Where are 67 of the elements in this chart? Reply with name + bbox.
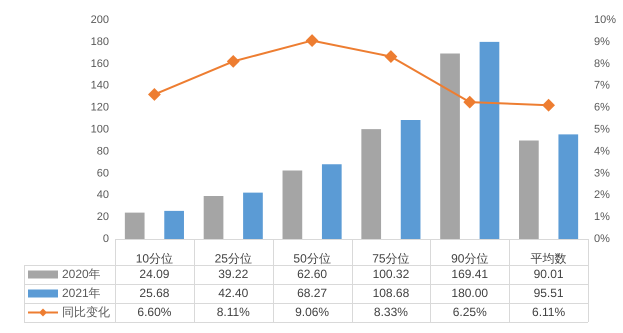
y2-tick-label: 4% [594, 145, 610, 158]
y-tick-label: 120 [90, 102, 109, 114]
bar [243, 192, 263, 239]
y-tick-label: 0 [102, 233, 109, 246]
data-label: 9.06% [295, 304, 330, 319]
data-label: 6.11% [532, 304, 566, 319]
data-label: 100.32 [372, 266, 410, 281]
y2-tick-label: 9% [594, 36, 610, 48]
y2-tick-label: 5% [594, 124, 610, 136]
data-label: 90.01 [534, 266, 564, 281]
y-tick-label: 160 [90, 58, 109, 70]
y-tick-label: 60 [96, 167, 109, 180]
point [384, 50, 397, 63]
bar [204, 196, 224, 239]
data-label: 8.11% [216, 304, 250, 319]
y-tick-label: 200 [90, 14, 109, 26]
bar [440, 53, 460, 239]
point [148, 88, 160, 100]
x-tick-label: 50分位 [293, 252, 331, 266]
y2-tick-label: 2% [594, 189, 610, 202]
data-label: 39.22 [218, 266, 249, 281]
x-tick-label: 90分位 [451, 252, 488, 266]
y-tick-label: 40 [96, 189, 109, 202]
y2-tick-label: 3% [594, 167, 610, 180]
data-label: 24.09 [139, 266, 170, 281]
data-label: 6.25% [452, 304, 488, 319]
bar [558, 134, 578, 239]
bar [164, 210, 184, 239]
bar [519, 140, 539, 239]
data-label: 42.40 [218, 286, 249, 300]
data-label: 180.00 [451, 286, 488, 300]
legend-label: 2021年 [62, 286, 101, 300]
point [227, 55, 240, 68]
y2-tick-label: 7% [594, 80, 610, 92]
bar [124, 212, 145, 239]
data-label: 6.60% [137, 304, 172, 319]
y-tick-label: 140 [90, 80, 109, 92]
y2-tick-label: 0% [594, 233, 610, 246]
x-tick-label: 10分位 [136, 252, 174, 266]
data-label: 95.51 [534, 286, 564, 300]
legend-label: 同比变化 [62, 304, 110, 319]
y-tick-label: 100 [90, 124, 109, 136]
point [306, 34, 318, 47]
bar [361, 129, 382, 239]
x-tick-label: 75分位 [372, 252, 410, 266]
y-tick-label: 80 [96, 145, 109, 158]
data-label: 25.68 [139, 286, 170, 300]
point [464, 96, 476, 108]
data-label: 108.68 [372, 286, 410, 300]
y2-tick-label: 10% [594, 14, 616, 26]
bar [480, 42, 500, 239]
x-tick-label: 平均数 [530, 252, 567, 266]
y2-tick-label: 8% [594, 58, 610, 70]
bar [322, 164, 342, 239]
bar [400, 120, 420, 239]
bar [282, 170, 302, 239]
y-tick-label: 180 [90, 36, 109, 48]
x-tick-label: 25分位 [214, 252, 252, 266]
data-label: 62.60 [297, 266, 328, 281]
y-tick-label: 20 [96, 211, 109, 224]
data-label: 169.41 [451, 266, 488, 281]
y2-tick-label: 6% [594, 102, 610, 114]
data-label: 68.27 [297, 286, 328, 300]
y2-tick-label: 1% [594, 211, 610, 224]
point [542, 99, 555, 112]
data-label: 8.33% [374, 304, 408, 319]
legend-label: 2020年 [62, 266, 101, 281]
